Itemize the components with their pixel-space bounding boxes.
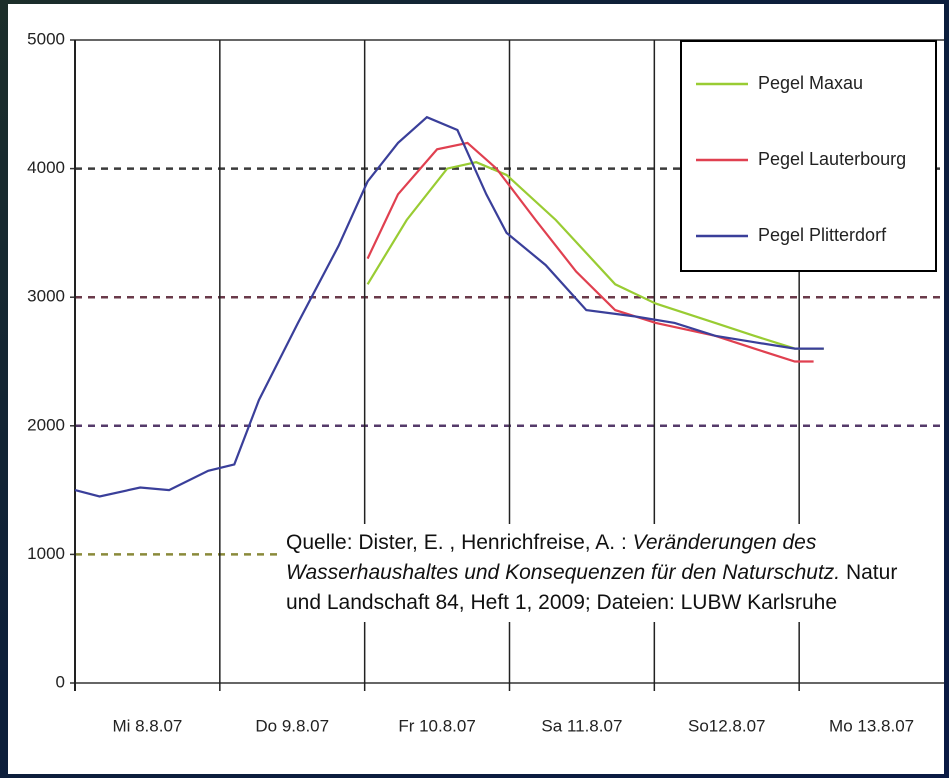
chart-panel: 0 1000 2000 3000 4000 5000 Mi 8.8.07 Do 9.8.07 F… — [8, 4, 944, 774]
note-text: Quelle: Dister, E. , Henrichfreise, A. : — [286, 531, 633, 554]
x-tick-label: Mo 13.8.07 — [829, 716, 914, 735]
x-tick-label: Fr 10.8.07 — [398, 716, 476, 735]
legend: Pegel Maxau Pegel Lauterbourg Pegel Plitte… — [680, 40, 937, 272]
y-tick-label: 5000 — [27, 29, 65, 48]
legend-label: Pegel Maxau — [758, 73, 863, 93]
y-tick-label: 2000 — [27, 415, 65, 434]
legend-label: Pegel Plitterdorf — [758, 225, 887, 245]
legend-label: Pegel Lauterbourg — [758, 149, 906, 169]
x-tick-label: So12.8.07 — [688, 716, 766, 735]
source-note: Quelle: Dister, E. , Henrichfreise, A. :… — [280, 524, 942, 622]
legend-graphics: Pegel Maxau Pegel Lauterbourg Pegel Plitte… — [682, 42, 935, 270]
y-tick-label: 4000 — [27, 158, 65, 177]
x-tick-label: Do 9.8.07 — [255, 716, 329, 735]
y-tick-label: 0 — [56, 672, 65, 691]
x-tick-label: Sa 11.8.07 — [541, 716, 622, 735]
y-tick-label: 1000 — [27, 544, 65, 563]
y-tick-label: 3000 — [27, 287, 65, 306]
x-tick-label: Mi 8.8.07 — [112, 716, 182, 735]
